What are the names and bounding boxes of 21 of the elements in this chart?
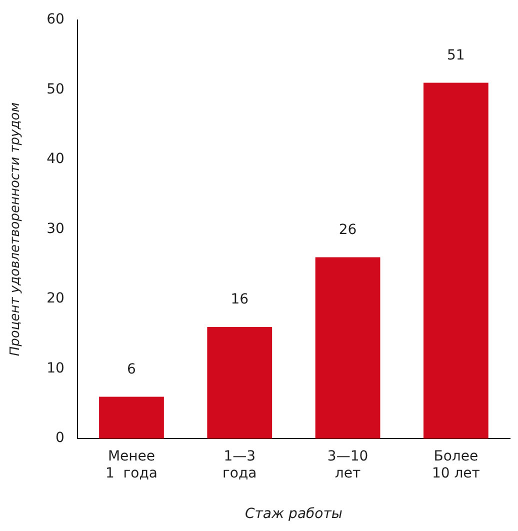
data-label: 51 bbox=[447, 47, 465, 64]
y-axis-title: Процент удовлетворенности трудом bbox=[8, 102, 24, 356]
y-tick-label: 20 bbox=[46, 290, 64, 307]
x-tick-label: 1—3 года bbox=[222, 448, 257, 482]
bar bbox=[207, 326, 272, 439]
x-tick-label: 3—10 лет bbox=[327, 448, 368, 482]
y-tick-label: 0 bbox=[55, 430, 64, 446]
bar bbox=[315, 257, 380, 439]
y-tick-label: 30 bbox=[46, 220, 64, 237]
bar bbox=[423, 82, 488, 439]
y-tick-label: 50 bbox=[46, 81, 64, 98]
data-label: 16 bbox=[230, 292, 249, 308]
bar bbox=[99, 396, 164, 439]
x-axis-title: Стаж работы bbox=[244, 506, 342, 522]
data-label: 6 bbox=[127, 361, 136, 378]
data-label: 26 bbox=[338, 222, 357, 238]
x-tick-label: Более 10 лет bbox=[432, 448, 480, 482]
y-tick-label: 10 bbox=[46, 360, 64, 376]
x-tick-label: Менее 1 года bbox=[105, 448, 158, 482]
y-tick-label: 40 bbox=[46, 151, 64, 168]
y-tick-label: 60 bbox=[46, 12, 64, 28]
